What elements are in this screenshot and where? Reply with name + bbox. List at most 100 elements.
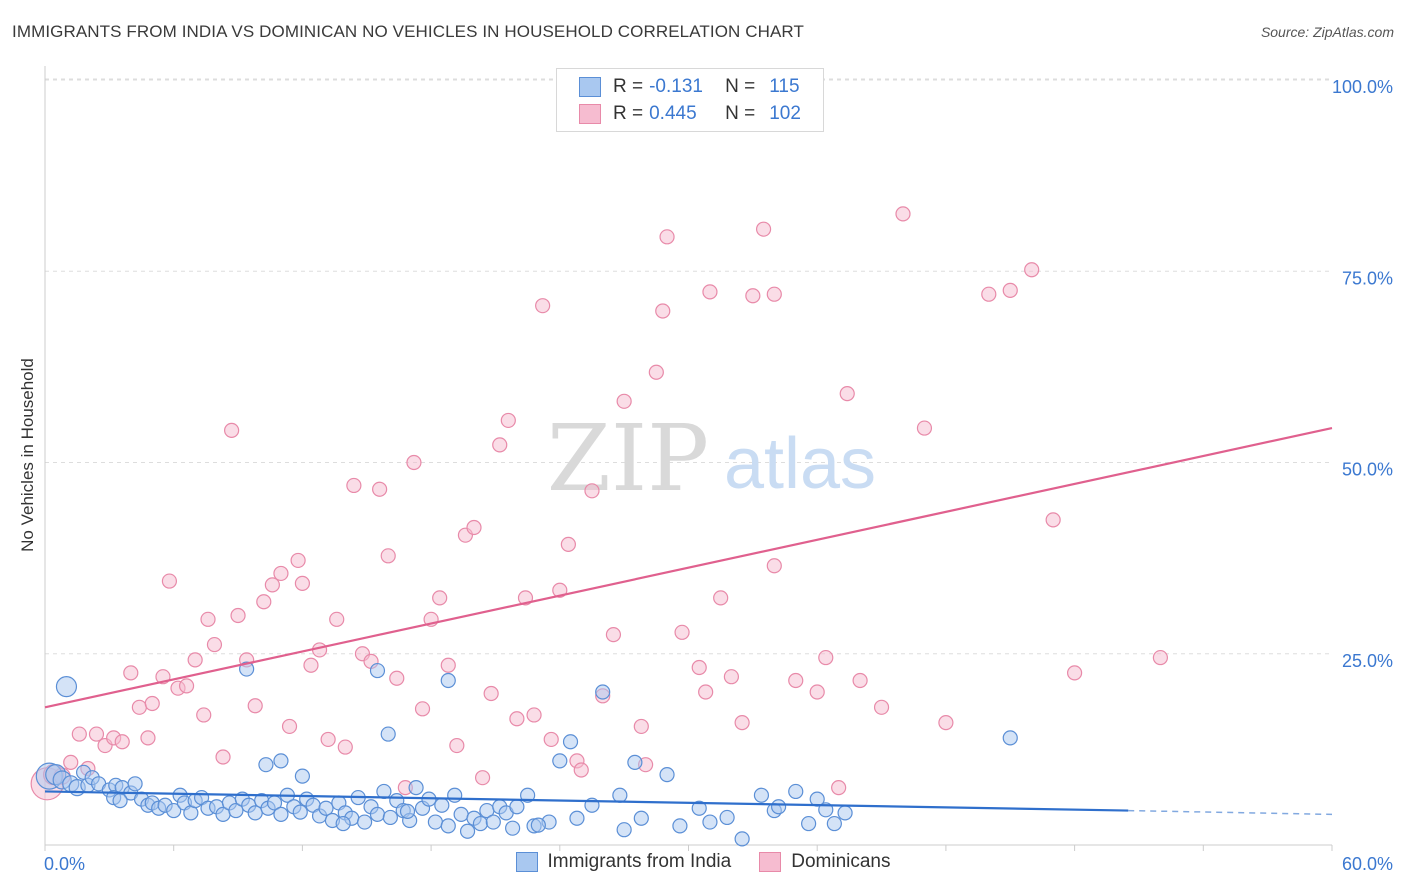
dominican-point: [981, 286, 997, 302]
india-point: [335, 815, 351, 832]
legend-n-value: 115: [769, 76, 800, 97]
india-point: [530, 817, 546, 833]
dominican-point: [633, 718, 649, 735]
dominican-point: [178, 678, 195, 694]
india-point: [562, 734, 579, 750]
legend-r-value: 0.445: [649, 103, 697, 124]
india-point: [691, 800, 707, 816]
india-point: [509, 799, 525, 815]
india-point: [434, 797, 450, 813]
dominican-point: [526, 707, 542, 723]
dominican-point: [745, 288, 761, 304]
india-swatch: [579, 77, 601, 97]
legend-n-value: 102: [769, 103, 801, 124]
dominican-point: [247, 698, 263, 714]
dominican-point: [713, 590, 729, 606]
dominican-point: [264, 577, 280, 593]
india-point: [273, 806, 289, 823]
india-swatch: [515, 852, 538, 872]
dominican-point: [196, 707, 212, 723]
dominican-point: [329, 611, 345, 627]
dominican-point: [698, 684, 714, 700]
india-point: [826, 815, 842, 832]
india-point: [472, 815, 489, 832]
dominican-point: [659, 229, 675, 245]
india-point: [569, 810, 585, 826]
india-point: [380, 726, 396, 742]
india-point: [453, 806, 469, 823]
dominican-point: [674, 624, 690, 640]
india-point: [369, 662, 386, 679]
y-tick-label: 50.0%: [1342, 460, 1393, 480]
india-point: [627, 754, 643, 770]
india-point: [520, 787, 536, 803]
dominican-point: [131, 699, 147, 715]
chart-title: IMMIGRANTS FROM INDIA VS DOMINICAN NO VE…: [12, 22, 804, 41]
y-tick-label: 75.0%: [1342, 268, 1393, 288]
india-point: [459, 823, 476, 839]
dominican-point: [337, 739, 353, 755]
x-tick-label: 0.0%: [44, 854, 85, 874]
india-point: [399, 803, 416, 819]
dominican-point: [1002, 282, 1018, 298]
series-legend: Immigrants from India Dominicans: [0, 851, 1406, 873]
dominican-point: [702, 284, 718, 300]
dominican-point: [449, 737, 465, 754]
india-point: [659, 767, 675, 783]
india-point: [112, 793, 128, 809]
dominican-point: [466, 519, 482, 536]
india-point: [440, 818, 456, 834]
dominican-point: [573, 762, 589, 778]
india-point: [447, 787, 463, 803]
dominican-point: [432, 590, 448, 606]
dominican-point: [281, 718, 298, 735]
dominican-point: [543, 731, 559, 748]
india-point: [440, 672, 456, 689]
dominican-point: [831, 780, 847, 796]
india-point: [505, 820, 521, 836]
dominican-point: [440, 657, 456, 673]
india-point: [595, 684, 611, 700]
dominican-point: [616, 393, 632, 409]
legend-r-label: R =: [613, 76, 644, 97]
india-point: [788, 783, 804, 800]
dominican-point: [723, 669, 740, 685]
dominican-point: [290, 552, 306, 569]
india-point: [753, 787, 770, 803]
india-point: [702, 814, 718, 830]
dominican-point: [938, 714, 954, 731]
india-point: [801, 815, 817, 832]
dominican-point: [809, 684, 825, 700]
india-point: [408, 780, 424, 796]
dominican-point: [492, 437, 508, 453]
dominican-point: [406, 454, 422, 471]
dominican-point: [161, 573, 178, 589]
india-point: [258, 757, 274, 773]
dominican-point: [734, 714, 750, 731]
india-point: [1002, 730, 1018, 746]
india-point: [292, 804, 308, 820]
india-point: [357, 814, 373, 830]
dominican-trend-line: [44, 427, 1333, 709]
india-point: [837, 805, 853, 821]
dominican-point: [766, 286, 782, 302]
india-point: [369, 806, 386, 823]
dominican-point: [346, 477, 362, 494]
dominican-point: [873, 699, 890, 715]
dominican-point: [852, 672, 868, 689]
dominican-point: [788, 672, 804, 689]
india-point: [228, 802, 244, 819]
india-point: [318, 800, 334, 816]
dominican-point: [389, 670, 405, 686]
dominican-point: [414, 701, 431, 717]
india-point: [616, 822, 632, 838]
dominican-point: [509, 711, 525, 727]
series-immigrants-from-india: [35, 661, 1018, 847]
india-point: [612, 787, 628, 803]
dominican-point: [560, 536, 576, 552]
series-dominicans: [30, 206, 1169, 801]
dominican-point: [1024, 262, 1040, 278]
dominican-point: [766, 558, 782, 574]
india-trend-line-extension: [1128, 809, 1333, 816]
india-point: [633, 810, 649, 826]
